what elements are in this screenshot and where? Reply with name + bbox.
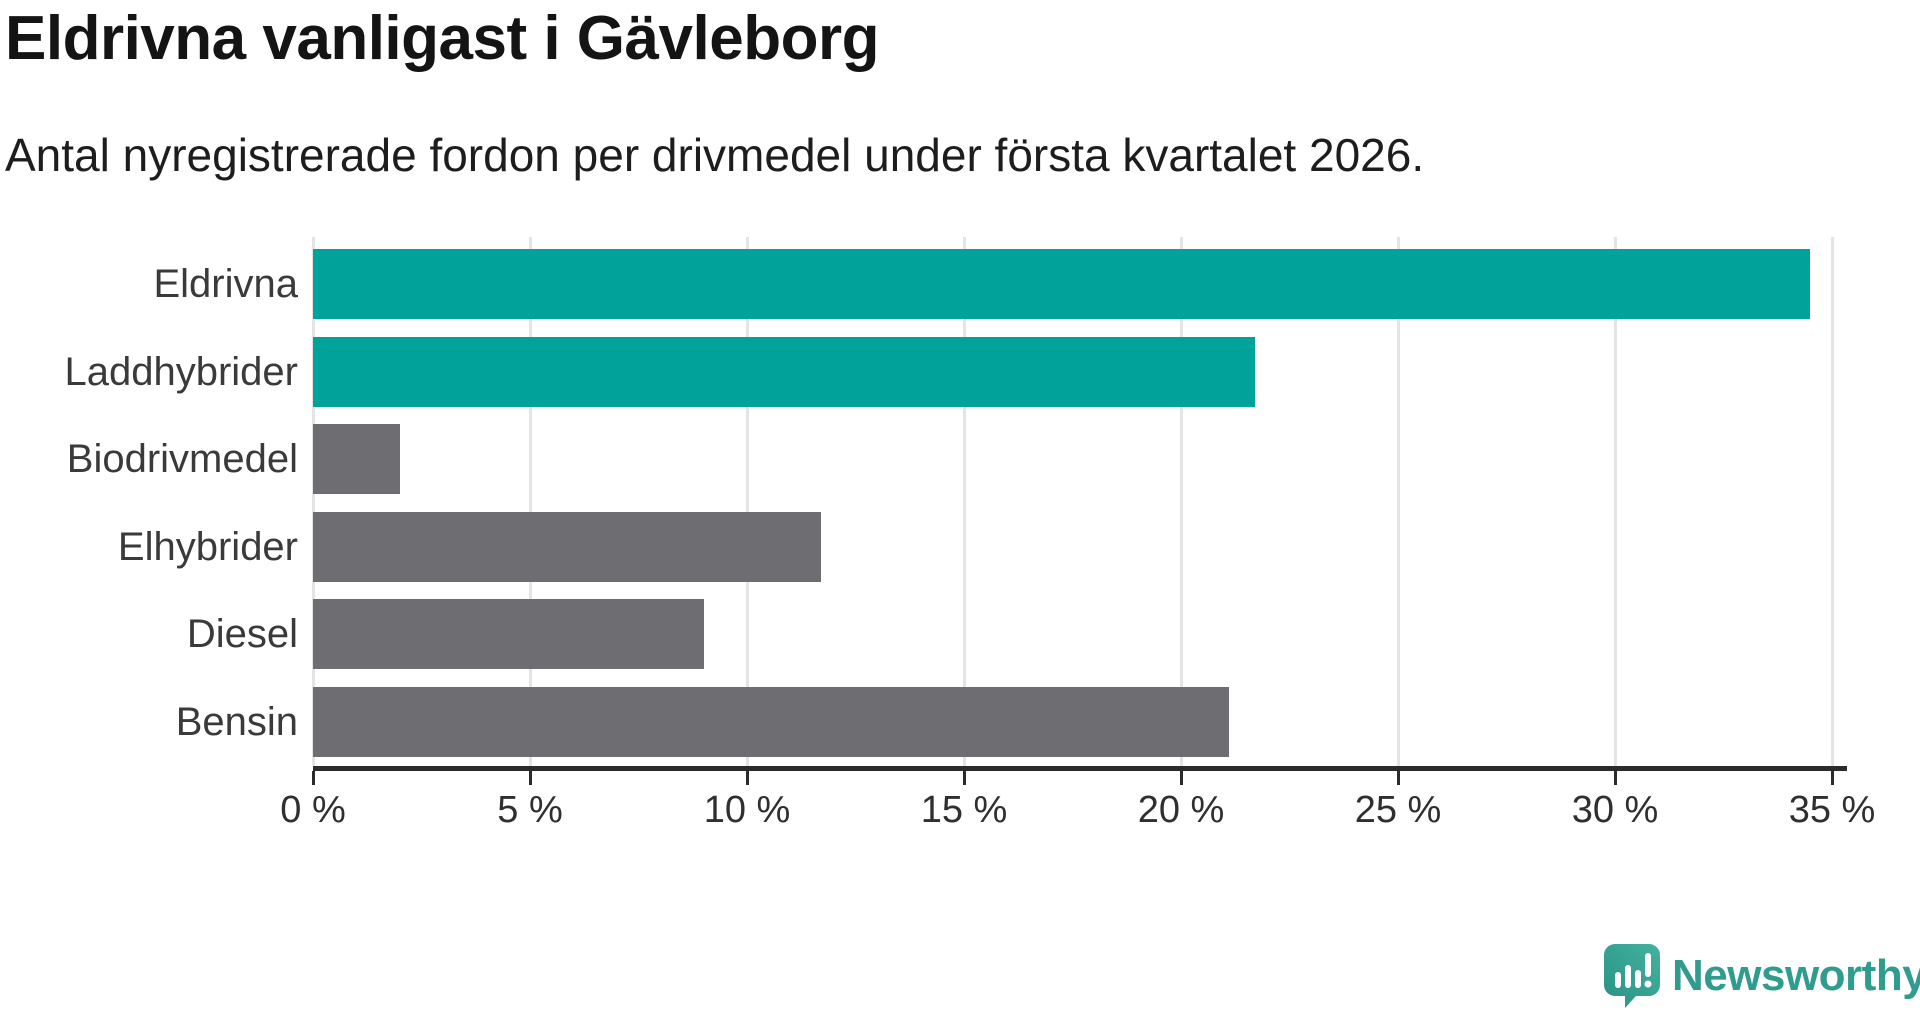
x-axis-tick-label: 30 % [1571,789,1659,831]
category-label-biodrivmedel: Biodrivmedel [66,437,298,481]
x-axis-tick-label: 15 % [920,789,1008,831]
category-label-diesel: Diesel [186,612,298,656]
x-axis-tick-label: 35 % [1788,789,1876,831]
x-axis-tick-label: 5 % [497,789,563,831]
gridline-30 [1613,237,1617,766]
x-axis-tick-0 [311,771,315,785]
x-axis-tick-20 [1179,771,1183,785]
gridline-5 [528,237,532,766]
gridline-15 [962,237,966,766]
x-axis-tick-30 [1613,771,1617,785]
bar-elhybrider [313,511,821,582]
plot-area [311,237,1834,766]
bar-bensin [313,686,1229,757]
chart-title: Eldrivna vanligast i Gävleborg [5,4,879,73]
newsworthy-bubble-chart-icon [1604,944,1660,1008]
x-axis-tick-label: 20 % [1137,789,1225,831]
newsworthy-logo: Newsworthy [1604,944,1920,1008]
bar-eldrivna [313,249,1811,319]
x-axis-tick-label: 0 % [280,789,346,831]
gridline-0 [311,237,315,766]
bar-biodrivmedel [313,424,400,494]
gridline-35 [1830,237,1834,766]
x-axis-tick-35 [1830,771,1834,785]
gridline-20 [1179,237,1183,766]
x-axis-tick-10 [745,771,749,785]
x-axis-tick-label: 25 % [1354,789,1442,831]
chart-subtitle: Antal nyregistrerade fordon per drivmede… [5,129,1425,181]
bar-laddhybrider [313,336,1255,407]
category-label-laddhybrider: Laddhybrider [64,349,299,394]
category-label-bensin: Bensin [175,699,298,744]
x-axis-tick-15 [962,771,966,785]
gridline-10 [745,237,749,766]
x-axis-line [313,766,1847,771]
newsworthy-logo-text: Newsworthy [1672,951,1920,1000]
category-label-elhybrider: Elhybrider [117,524,298,569]
category-label-eldrivna: Eldrivna [153,262,298,306]
gridline-25 [1396,237,1400,766]
x-axis-tick-25 [1396,771,1400,785]
x-axis-tick-5 [528,771,532,785]
bar-diesel [313,599,704,669]
x-axis-tick-label: 10 % [703,789,791,831]
